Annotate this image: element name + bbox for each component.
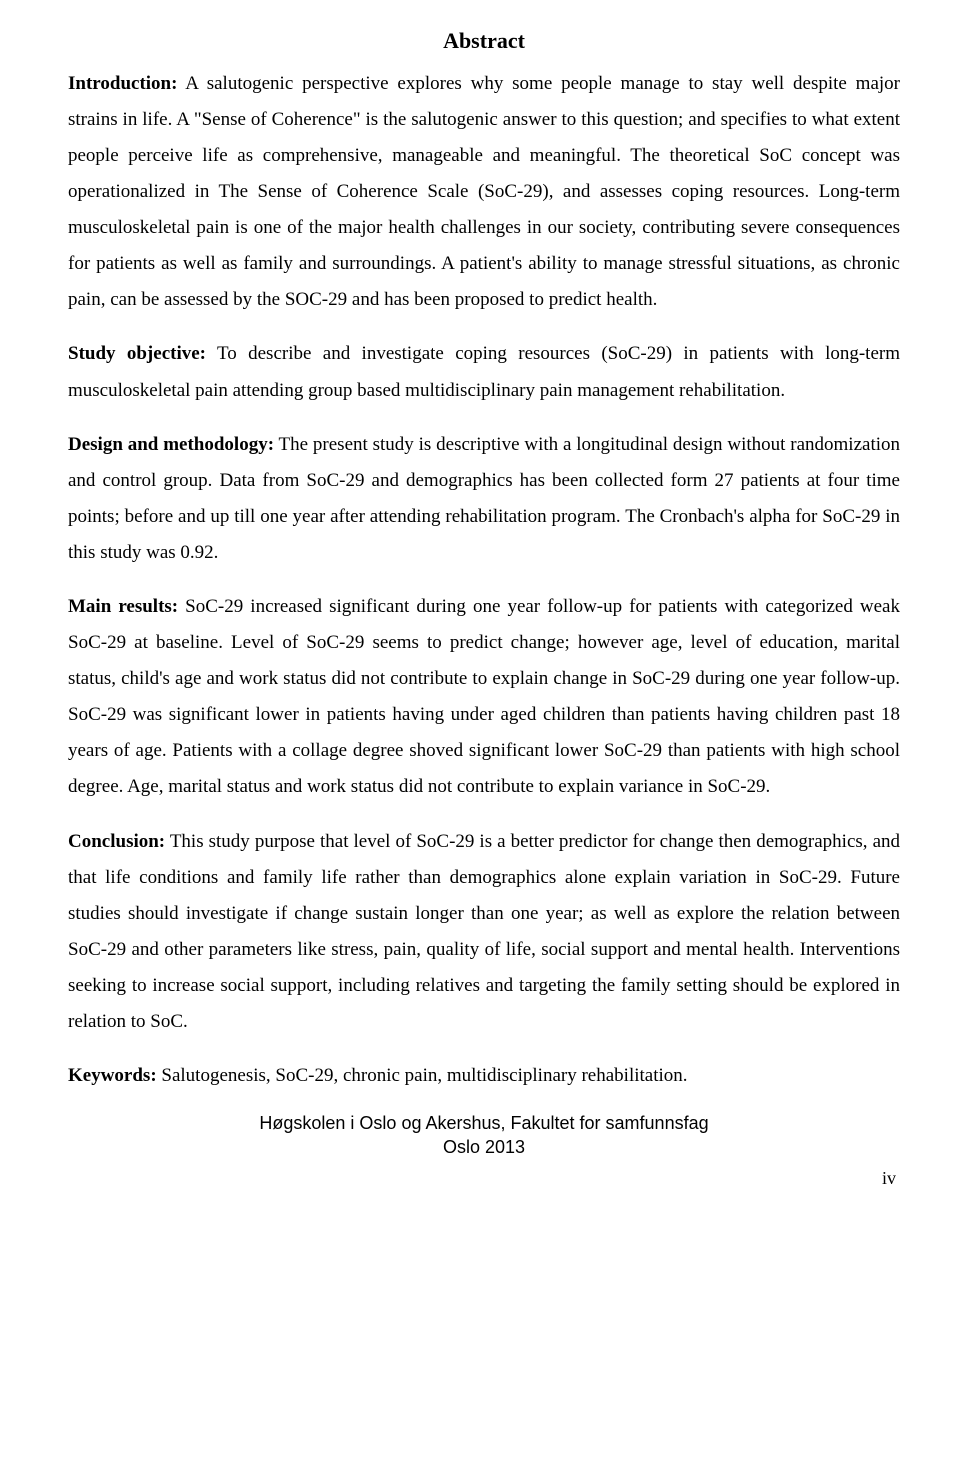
design-paragraph: Design and methodology: The present stud… — [68, 427, 900, 571]
conclusion-text: This study purpose that level of SoC-29 … — [68, 831, 900, 1032]
page-footer: Høgskolen i Oslo og Akershus, Fakultet f… — [68, 1112, 900, 1159]
results-paragraph: Main results: SoC-29 increased significa… — [68, 589, 900, 806]
conclusion-paragraph: Conclusion: This study purpose that leve… — [68, 824, 900, 1041]
footer-place-year: Oslo 2013 — [68, 1136, 900, 1159]
keywords-label: Keywords: — [68, 1065, 157, 1086]
keywords-paragraph: Keywords: Salutogenesis, SoC-29, chronic… — [68, 1058, 900, 1094]
design-label: Design and methodology: — [68, 434, 274, 455]
introduction-label: Introduction: — [68, 73, 177, 94]
introduction-text: A salutogenic perspective explores why s… — [68, 73, 900, 311]
keywords-text: Salutogenesis, SoC-29, chronic pain, mul… — [157, 1065, 688, 1086]
conclusion-label: Conclusion: — [68, 831, 165, 852]
footer-institution: Høgskolen i Oslo og Akershus, Fakultet f… — [68, 1112, 900, 1135]
results-text: SoC-29 increased significant during one … — [68, 596, 900, 797]
objective-paragraph: Study objective: To describe and investi… — [68, 336, 900, 408]
introduction-paragraph: Introduction: A salutogenic perspective … — [68, 66, 900, 319]
page-number: iv — [68, 1161, 900, 1195]
results-label: Main results: — [68, 596, 178, 617]
objective-label: Study objective: — [68, 343, 206, 364]
abstract-title: Abstract — [68, 20, 900, 62]
